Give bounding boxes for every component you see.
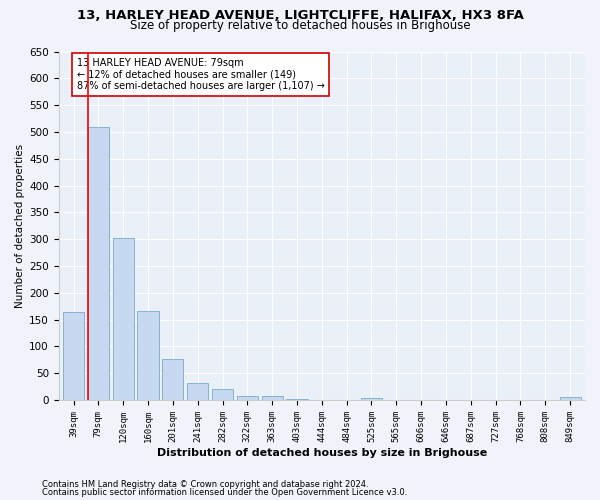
Text: 13, HARLEY HEAD AVENUE, LIGHTCLIFFE, HALIFAX, HX3 8FA: 13, HARLEY HEAD AVENUE, LIGHTCLIFFE, HAL…	[77, 9, 523, 22]
Bar	[88, 126, 109, 400]
Bar	[560, 398, 581, 400]
Bar	[187, 384, 208, 400]
Text: Size of property relative to detached houses in Brighouse: Size of property relative to detached ho…	[130, 19, 470, 32]
Bar	[286, 399, 308, 400]
Text: Contains public sector information licensed under the Open Government Licence v3: Contains public sector information licen…	[42, 488, 407, 497]
Text: Contains HM Land Registry data © Crown copyright and database right 2024.: Contains HM Land Registry data © Crown c…	[42, 480, 368, 489]
Bar	[63, 312, 84, 400]
Bar	[113, 238, 134, 400]
Bar	[262, 396, 283, 400]
X-axis label: Distribution of detached houses by size in Brighouse: Distribution of detached houses by size …	[157, 448, 487, 458]
Text: 13 HARLEY HEAD AVENUE: 79sqm
← 12% of detached houses are smaller (149)
87% of s: 13 HARLEY HEAD AVENUE: 79sqm ← 12% of de…	[77, 58, 325, 91]
Bar	[237, 396, 258, 400]
Bar	[212, 389, 233, 400]
Y-axis label: Number of detached properties: Number of detached properties	[15, 144, 25, 308]
Bar	[162, 359, 184, 400]
Bar	[361, 398, 382, 400]
Bar	[137, 311, 158, 400]
